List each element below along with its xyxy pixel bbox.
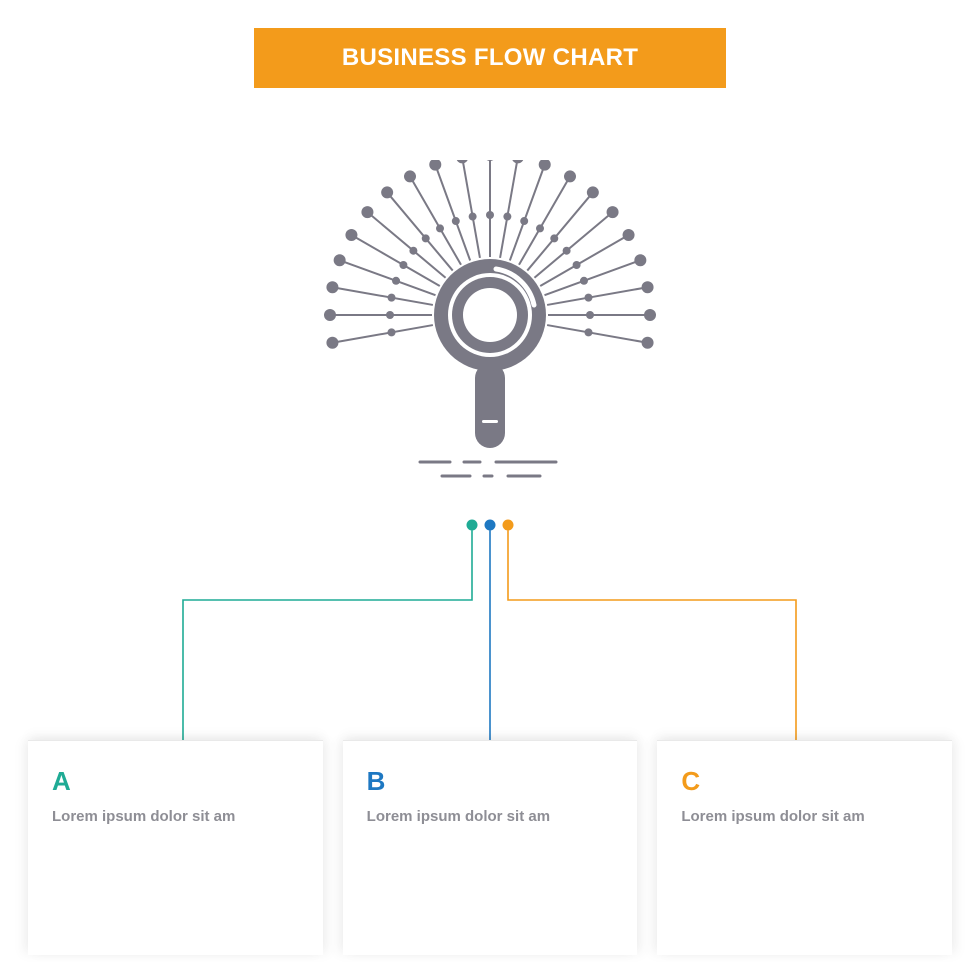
column-body: Lorem ipsum dolor sit am <box>52 807 299 827</box>
header-bar: Business Flow Chart <box>254 28 726 88</box>
column-letter: A <box>52 766 299 797</box>
header-title: Business Flow Chart <box>342 44 638 72</box>
column-c: C Lorem ipsum dolor sit am <box>657 740 952 955</box>
column-b: B Lorem ipsum dolor sit am <box>343 740 638 955</box>
column-body: Lorem ipsum dolor sit am <box>367 807 614 827</box>
column-letter: C <box>681 766 928 797</box>
column-body: Lorem ipsum dolor sit am <box>681 807 928 827</box>
columns-row: A Lorem ipsum dolor sit am B Lorem ipsum… <box>0 740 980 955</box>
central-icon <box>310 160 670 520</box>
column-letter: B <box>367 766 614 797</box>
column-a: A Lorem ipsum dolor sit am <box>28 740 323 955</box>
search-network-icon <box>310 160 670 520</box>
infographic-page: Business Flow Chart A Lorem ipsum dolor … <box>0 0 980 980</box>
flow-connectors <box>0 505 980 755</box>
